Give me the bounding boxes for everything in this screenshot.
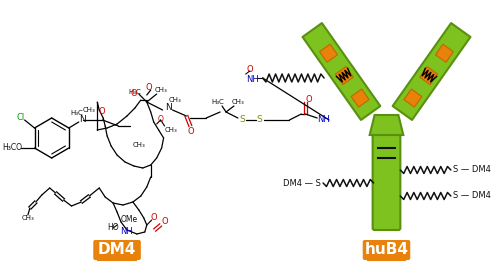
Text: Cl: Cl xyxy=(16,113,25,123)
Text: O: O xyxy=(150,214,157,222)
Polygon shape xyxy=(320,44,338,62)
Text: CH₃: CH₃ xyxy=(154,87,167,93)
Text: CH₃: CH₃ xyxy=(132,142,145,148)
Text: S: S xyxy=(257,116,262,124)
Text: S — DM4: S — DM4 xyxy=(453,166,490,174)
FancyBboxPatch shape xyxy=(362,240,410,260)
Text: NH: NH xyxy=(246,75,259,85)
Text: O: O xyxy=(158,116,164,124)
Polygon shape xyxy=(370,115,404,135)
Text: HO: HO xyxy=(108,223,119,232)
Text: H₃C: H₃C xyxy=(212,99,224,105)
Polygon shape xyxy=(420,67,438,85)
Text: NH: NH xyxy=(120,227,134,237)
Text: O: O xyxy=(98,107,105,117)
Text: CH₃: CH₃ xyxy=(164,127,177,133)
Text: NH: NH xyxy=(316,116,330,124)
Polygon shape xyxy=(392,23,470,120)
Text: N: N xyxy=(165,103,172,112)
Polygon shape xyxy=(351,89,369,107)
Text: DM4: DM4 xyxy=(98,243,136,258)
Text: O: O xyxy=(187,128,194,137)
Text: O: O xyxy=(306,96,312,105)
Polygon shape xyxy=(436,44,454,62)
FancyBboxPatch shape xyxy=(94,240,141,260)
Text: O: O xyxy=(146,84,152,92)
Text: OMe: OMe xyxy=(120,216,138,225)
Text: H₃C: H₃C xyxy=(70,110,83,116)
Text: H₃C: H₃C xyxy=(128,89,141,95)
Text: O: O xyxy=(162,216,168,226)
Text: DM4 — S: DM4 — S xyxy=(283,178,321,188)
FancyBboxPatch shape xyxy=(372,133,400,230)
Polygon shape xyxy=(302,23,380,120)
Polygon shape xyxy=(404,89,422,107)
Text: huB4: huB4 xyxy=(364,243,408,258)
Text: S: S xyxy=(239,116,244,124)
Text: CH₃: CH₃ xyxy=(22,215,35,221)
Text: N: N xyxy=(80,116,86,124)
Text: CH₃: CH₃ xyxy=(232,99,244,105)
Text: CH₃: CH₃ xyxy=(82,107,95,113)
Polygon shape xyxy=(336,67,353,85)
Text: O: O xyxy=(130,89,137,97)
Text: H₃CO: H₃CO xyxy=(2,144,22,152)
Text: CH₃: CH₃ xyxy=(168,97,181,103)
Text: S — DM4: S — DM4 xyxy=(453,192,490,200)
Text: O: O xyxy=(246,66,253,74)
